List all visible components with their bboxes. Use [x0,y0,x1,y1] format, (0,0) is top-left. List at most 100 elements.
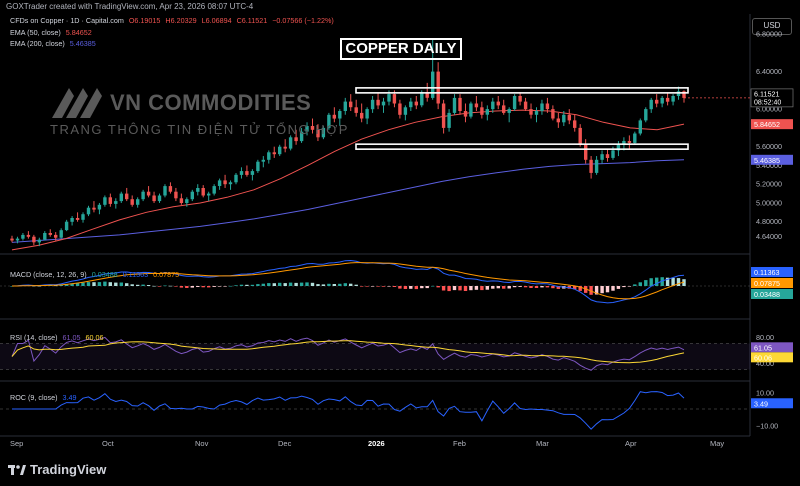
macd-hist-bar [463,286,468,291]
candle-body [310,126,315,130]
candle-body [86,207,91,215]
macd-hist-bar [605,286,610,293]
time-axis-label: Oct [102,439,115,448]
macd-hist-bar [338,283,342,286]
macd-hist-bar [431,285,435,287]
rsi-axis-tick: 80.00 [756,333,774,342]
rsi-legend[interactable]: RSI (14, close) 61.05 60.06 [10,333,107,342]
candle-body [152,195,156,202]
rsi-value-1: 61.05 [62,333,81,342]
ema200-legend[interactable]: EMA (200, close) 5.46385 [10,39,99,48]
candle-body [305,126,309,132]
macd-hist-bar [267,283,271,286]
candle-body [638,120,642,134]
candle-body [179,198,184,203]
candle-body [272,152,276,155]
macd-hist-bar [234,285,238,286]
macd-hist-bar [343,283,347,286]
candle-body [392,94,397,104]
roc-legend[interactable]: ROC (9, close) 3.49 [10,393,80,402]
macd-badge-3-bg [751,289,793,299]
macd-legend[interactable]: MACD (close, 12, 26, 9) 0.03488 0.11363 … [10,270,182,279]
candle-body [518,96,522,102]
macd-hist-bar [327,283,331,286]
candle-body [245,171,249,175]
candle-body [163,186,167,196]
candle-body [239,171,244,175]
price-axis-tick: 6.00000 [756,105,782,114]
macd-hist-bar [644,280,648,286]
ema50-label: EMA (50, close) [10,28,61,37]
candle-body [327,114,331,128]
candle-body [75,218,80,220]
candle-body [633,133,637,143]
candle-body [578,127,582,145]
rsi-badge-2-bg [751,352,793,363]
macd-hist-bar [671,277,675,286]
candle-body [627,141,632,143]
macd-hist-bar [441,286,446,291]
macd-hist-bar [305,282,309,286]
tradingview-logo[interactable]: TradingView [8,462,106,477]
macd-badge-2: 0.07875 [754,279,780,288]
macd-hist-bar [611,286,615,291]
candle-body [201,188,205,196]
macd-hist-bar [392,286,397,287]
candle-body [70,218,74,222]
candle-body [223,180,227,185]
currency-selector[interactable]: USD [752,18,792,35]
roc-axis-tick: −10.00 [756,421,778,430]
macd-hist-bar [261,283,265,286]
candle-body [507,109,511,113]
candle-body [37,239,41,243]
candle-body [321,127,326,138]
macd-hist-bar [146,285,151,286]
macd-hist-bar [403,286,408,289]
macd-hist-bar [179,286,184,288]
macd-hist-bar [633,284,637,286]
macd-value-2: 0.11363 [122,270,149,279]
candle-body [660,97,664,104]
candle-body [616,144,621,151]
macd-hist-bar [157,286,162,287]
candle-body [278,146,282,155]
resistance-zone [355,87,689,94]
ohlc-high: H6.20329 [165,16,197,25]
ema50-legend[interactable]: EMA (50, close) 5.84652 [10,28,95,37]
macd-hist-bar [141,284,145,286]
candle-body [157,195,162,202]
ohlc-close: C6.11521 [236,16,268,25]
macd-hist-bar [81,282,85,286]
candle-body [469,103,473,117]
symbol-legend: CFDs on Copper · 1D · Capital.com O6.190… [10,16,337,25]
macd-hist-bar [152,285,156,287]
rsi-label: RSI (14, close) [10,333,58,342]
rsi-ma-line [11,340,685,364]
macd-hist-bar [250,284,255,286]
macd-hist-bar [414,286,418,290]
candle-body [463,111,468,117]
macd-hist-bar [507,286,511,289]
macd-hist-bar [349,283,353,286]
candle-body [600,154,604,160]
macd-hist-bar [136,284,140,286]
macd-hist-bar [174,286,178,287]
roc-line [12,391,685,430]
candle-body [534,111,539,115]
ohlc-open: O6.19015 [128,16,161,25]
candle-body [43,233,47,240]
candle-body [567,114,571,121]
rsi-value-2: 60.06 [85,333,104,342]
candle-body [502,105,506,113]
time-axis-label: Sep [10,439,23,448]
candle-body [196,188,200,192]
macd-hist-bar [256,284,260,286]
candle-body [146,191,151,196]
candle-body [168,186,173,192]
candle-body [545,103,550,110]
macd-hist-bar [518,286,522,287]
candle-body [540,103,544,111]
candle-body [512,96,517,110]
macd-hist-bar [387,286,391,287]
macd-hist-bar [573,286,577,290]
